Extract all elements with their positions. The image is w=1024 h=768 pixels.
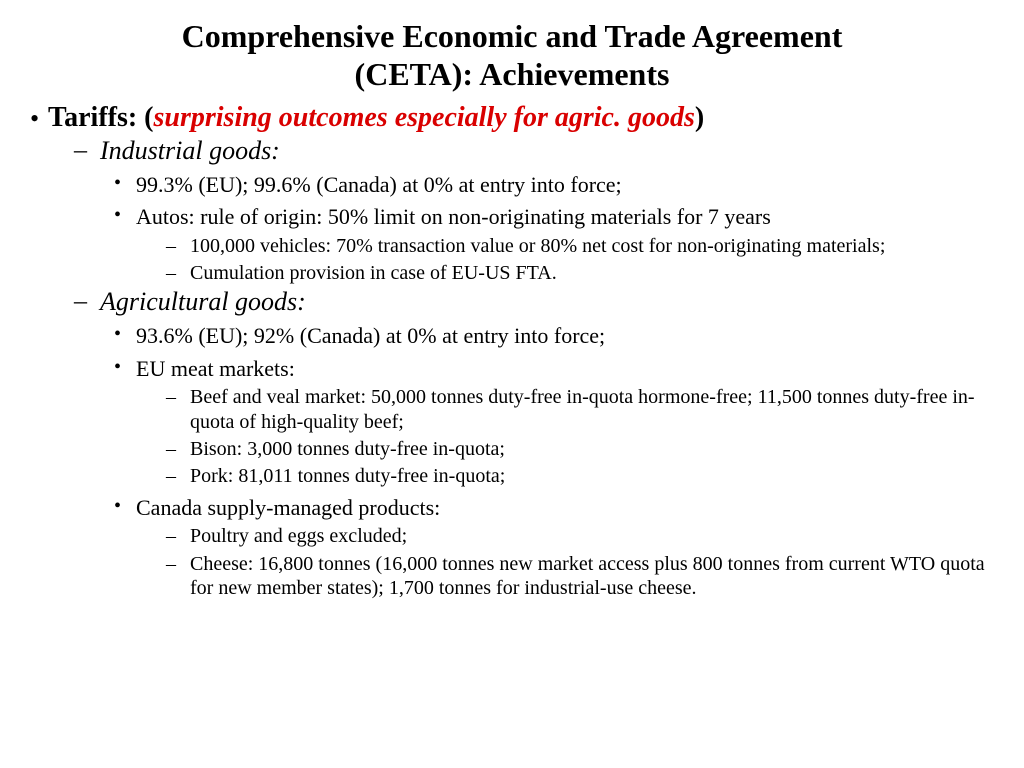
eu-meat-sub-3: Pork: 81,011 tonnes duty-free in-quota; (190, 464, 1004, 488)
canada-supply-label: Canada supply-managed products: (136, 495, 440, 520)
ag-item-2: EU meat markets: Beef and veal market: 5… (136, 355, 1004, 489)
bullet-list-level2: Industrial goods: 99.3% (EU); 99.6% (Can… (48, 136, 1004, 601)
ag-item-1: 93.6% (EU); 92% (Canada) at 0% at entry … (136, 322, 1004, 350)
industrial-goods-heading: Industrial goods: 99.3% (EU); 99.6% (Can… (100, 136, 1004, 286)
agricultural-goods-label: Agricultural goods: (100, 287, 306, 316)
agricultural-goods-heading: Agricultural goods: 93.6% (EU); 92% (Can… (100, 287, 1004, 600)
industrial-item-1: 99.3% (EU); 99.6% (Canada) at 0% at entr… (136, 171, 1004, 199)
title-line-2: (CETA): Achievements (355, 56, 670, 92)
bullet-list-level4-meat: Beef and veal market: 50,000 tonnes duty… (136, 385, 1004, 489)
ag-item-3: Canada supply-managed products: Poultry … (136, 494, 1004, 601)
industrial-item-2: Autos: rule of origin: 50% limit on non-… (136, 203, 1004, 285)
bullet-list-level3-ag: 93.6% (EU); 92% (Canada) at 0% at entry … (100, 322, 1004, 600)
title-line-1: Comprehensive Economic and Trade Agreeme… (182, 18, 843, 54)
autos-sub-2: Cumulation provision in case of EU-US FT… (190, 261, 1004, 285)
tariffs-emphasis: surprising outcomes especially for agric… (154, 102, 695, 133)
canada-sub-2: Cheese: 16,800 tonnes (16,000 tonnes new… (190, 552, 1004, 601)
bullet-list-level4-canada: Poultry and eggs excluded; Cheese: 16,80… (136, 524, 1004, 600)
autos-label: Autos: rule of origin: 50% limit on non-… (136, 204, 771, 229)
industrial-goods-label: Industrial goods: (100, 136, 280, 165)
tariffs-suffix: ) (695, 102, 704, 133)
tariffs-prefix: Tariffs: ( (48, 102, 154, 133)
bullet-list-level4: 100,000 vehicles: 70% transaction value … (136, 234, 1004, 286)
eu-meat-sub-1: Beef and veal market: 50,000 tonnes duty… (190, 385, 1004, 434)
eu-meat-sub-2: Bison: 3,000 tonnes duty-free in-quota; (190, 437, 1004, 461)
bullet-list-level3: 99.3% (EU); 99.6% (Canada) at 0% at entr… (100, 171, 1004, 286)
autos-sub-1: 100,000 vehicles: 70% transaction value … (190, 234, 1004, 258)
tariffs-item: Tariffs: (surprising outcomes especially… (36, 102, 1004, 601)
eu-meat-label: EU meat markets: (136, 356, 295, 381)
canada-sub-1: Poultry and eggs excluded; (190, 524, 1004, 548)
slide-title: Comprehensive Economic and Trade Agreeme… (20, 18, 1004, 94)
bullet-list-level1: Tariffs: (surprising outcomes especially… (20, 102, 1004, 601)
